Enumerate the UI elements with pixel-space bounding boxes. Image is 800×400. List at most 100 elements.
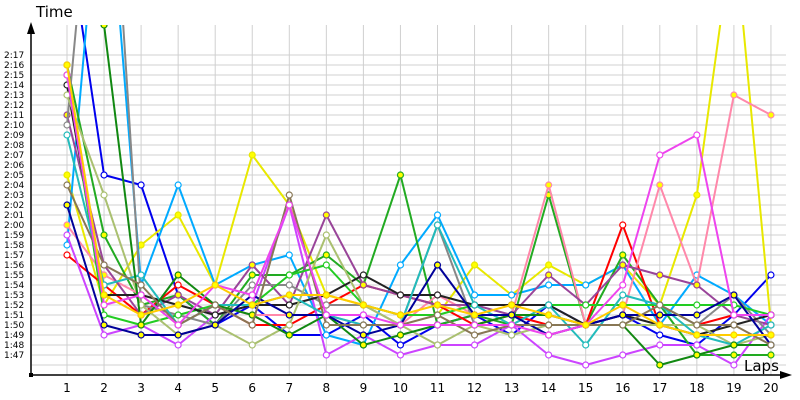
x-tick-label: 5 <box>211 381 219 395</box>
data-point-marker <box>359 311 367 319</box>
data-point-marker <box>693 191 701 199</box>
data-point-marker <box>322 351 330 359</box>
data-point-marker <box>656 361 664 369</box>
data-point-marker <box>508 331 516 339</box>
data-point-marker <box>545 321 553 329</box>
data-point-marker <box>693 351 701 359</box>
y-tick-label: 1:59 <box>4 231 24 241</box>
series-path <box>66 204 772 366</box>
y-tick-label: 1:51 <box>4 311 24 321</box>
data-point-marker <box>63 171 71 179</box>
series-path <box>66 64 771 356</box>
data-point-marker <box>619 261 627 269</box>
data-point-marker <box>322 231 330 239</box>
y-tick-label: 2:05 <box>4 171 24 181</box>
data-point-marker <box>767 321 775 329</box>
data-point-marker <box>248 301 256 309</box>
x-tick-label: 12 <box>467 381 482 395</box>
data-point-marker <box>619 321 627 329</box>
y-tick-label: 2:13 <box>4 91 24 101</box>
x-axis-tick-labels: 1 2 3 4 5 6 7 8 9 10 11 12 13 14 15 16 17 18 19 20 <box>63 381 778 395</box>
y-tick-label: 2:11 <box>4 111 24 121</box>
data-point-marker <box>322 251 330 259</box>
data-point-marker <box>285 251 293 259</box>
data-point-marker <box>100 191 108 199</box>
y-tick-label: 2:06 <box>4 161 24 171</box>
data-point-marker <box>470 311 479 319</box>
data-point-marker <box>396 261 405 269</box>
x-tick-label: 19 <box>726 381 741 395</box>
data-point-marker <box>619 291 627 299</box>
series-path <box>66 114 772 326</box>
data-point-marker <box>174 291 182 299</box>
data-point-marker <box>433 221 442 229</box>
series-line <box>63 61 775 339</box>
data-point-marker <box>545 281 553 289</box>
data-point-marker <box>174 281 182 289</box>
data-point-marker <box>100 331 108 339</box>
data-point-marker <box>508 321 516 329</box>
data-point-marker <box>396 291 405 299</box>
x-tick-label: 1 <box>63 381 71 395</box>
data-point-marker <box>248 151 256 159</box>
series-line <box>63 91 775 329</box>
data-point-marker <box>396 321 405 329</box>
data-point-marker <box>63 231 71 239</box>
y-tick-label: 2:17 <box>4 51 24 61</box>
data-point-marker <box>174 311 182 319</box>
data-point-marker <box>248 281 256 289</box>
data-point-marker <box>656 301 664 309</box>
x-tick-label: 4 <box>174 381 182 395</box>
data-point-marker <box>63 61 71 69</box>
series-path <box>103 25 771 366</box>
data-point-marker <box>470 321 479 329</box>
data-point-marker <box>545 271 553 279</box>
data-point-marker <box>433 301 442 309</box>
data-point-marker <box>470 291 479 299</box>
data-point-marker <box>582 321 590 329</box>
data-point-marker <box>470 331 479 339</box>
data-point-marker <box>100 261 108 269</box>
data-point-marker <box>359 271 367 279</box>
data-point-marker <box>174 181 182 189</box>
data-point-marker <box>545 351 553 359</box>
data-point-marker <box>396 341 405 349</box>
data-point-marker <box>767 111 775 119</box>
data-point-marker <box>100 171 108 179</box>
data-point-marker <box>582 361 590 369</box>
data-point-marker <box>285 271 293 279</box>
x-tick-label: 8 <box>323 381 331 395</box>
data-point-marker <box>359 341 367 349</box>
data-point-marker <box>322 291 330 299</box>
series-line <box>63 71 775 339</box>
y-tick-label: 1:54 <box>4 281 24 291</box>
data-point-marker <box>433 341 442 349</box>
data-point-marker <box>396 171 405 179</box>
x-tick-label: 16 <box>615 381 630 395</box>
data-point-marker <box>174 331 182 339</box>
data-point-marker <box>248 261 256 269</box>
series-line <box>63 25 775 339</box>
data-point-marker <box>211 301 219 309</box>
data-point-marker <box>63 251 71 259</box>
data-point-marker <box>582 301 590 309</box>
data-point-marker <box>656 271 664 279</box>
data-point-marker <box>396 351 405 359</box>
data-point-marker <box>137 311 145 319</box>
axis-origin <box>29 373 33 377</box>
data-point-marker <box>285 301 293 309</box>
data-point-marker <box>582 281 590 289</box>
data-point-marker <box>100 301 108 309</box>
data-point-marker <box>359 281 367 289</box>
series-line <box>63 71 775 329</box>
y-tick-label: 2:10 <box>4 121 24 131</box>
x-tick-label: 13 <box>504 381 519 395</box>
data-point-marker <box>693 341 701 349</box>
data-point-marker <box>767 351 775 359</box>
y-tick-label: 2:07 <box>4 151 24 161</box>
data-point-marker <box>619 251 627 259</box>
data-point-marker <box>619 221 627 229</box>
y-tick-label: 2:12 <box>4 101 24 111</box>
data-point-marker <box>359 321 367 329</box>
data-point-marker <box>508 301 516 309</box>
